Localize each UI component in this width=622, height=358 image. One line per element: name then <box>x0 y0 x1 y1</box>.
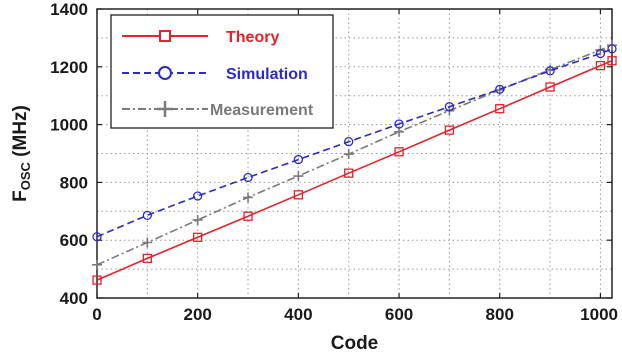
data-point-circle <box>344 137 354 147</box>
data-point-circle <box>243 172 253 183</box>
legend-marker-square <box>159 30 171 42</box>
data-point-square <box>545 82 555 92</box>
data-point-square <box>344 168 354 178</box>
data-point-circle <box>142 210 152 220</box>
data-point-plus <box>192 214 203 225</box>
y-tick-label: 400 <box>60 289 88 308</box>
y-tick-label: 1000 <box>50 116 88 135</box>
series-layer <box>92 40 617 285</box>
legend-box <box>110 14 334 129</box>
series-line <box>96 44 613 266</box>
x-tick-label: 200 <box>183 305 211 324</box>
x-tick-label: 0 <box>92 305 101 324</box>
y-tick-label: 800 <box>60 173 88 192</box>
data-point-circle <box>293 154 304 165</box>
data-point-plus <box>293 171 304 182</box>
x-axis-title: Code <box>331 333 379 354</box>
x-tick-label: 400 <box>284 305 312 324</box>
data-point-square <box>293 190 304 200</box>
data-point-circle <box>607 44 617 54</box>
data-point-circle <box>92 232 102 242</box>
y-tick-label: 600 <box>60 231 88 250</box>
legend: Theory Simulation Measurement <box>110 14 334 129</box>
legend-label-simulation: Simulation <box>226 66 308 83</box>
x-tick-label: 800 <box>486 305 514 324</box>
y-axis-title: FOSC (MHz) <box>10 105 33 202</box>
legend-label-measurement: Measurement <box>210 102 314 119</box>
legend-marker-circle <box>158 66 172 80</box>
data-point-circle <box>595 48 606 59</box>
data-point-square <box>92 275 102 285</box>
data-point-circle <box>193 191 203 201</box>
axis-ticks <box>96 8 612 299</box>
data-point-square <box>595 60 606 71</box>
y-tick-label: 1200 <box>50 58 88 77</box>
data-point-square <box>142 253 152 264</box>
data-point-circle <box>444 102 455 112</box>
x-axis-tick-labels: 0 200 400 600 800 1000 <box>92 305 618 324</box>
series-line <box>96 59 613 281</box>
data-point-circle <box>495 84 505 94</box>
y-axis-title-unit: (MHz) <box>10 105 31 162</box>
data-point-circle <box>545 66 555 76</box>
legend-label-theory: Theory <box>226 29 279 46</box>
data-point-plus <box>243 192 254 203</box>
y-axis-tick-labels: 400 600 800 1000 1200 1400 <box>50 0 88 308</box>
x-tick-label: 600 <box>385 305 413 324</box>
plot-area <box>96 8 613 299</box>
data-point-circle <box>394 119 404 129</box>
data-point-square <box>607 56 617 66</box>
data-point-square <box>243 211 253 221</box>
series-line <box>96 48 613 238</box>
data-point-square <box>193 232 203 242</box>
grid <box>97 9 612 298</box>
data-point-square <box>394 147 404 157</box>
legend-marker-plus <box>157 101 173 117</box>
data-point-square <box>495 104 505 114</box>
data-point-plus <box>142 237 153 248</box>
series-simulation <box>92 44 617 242</box>
x-tick-label: 1000 <box>580 305 618 324</box>
y-axis-title-main: F <box>10 190 31 202</box>
data-point-plus <box>92 259 102 270</box>
y-axis-title-subscript: OSC <box>18 161 33 190</box>
series-theory <box>92 56 617 285</box>
y-tick-label: 1400 <box>50 0 88 19</box>
data-point-plus <box>343 149 354 160</box>
data-point-square <box>444 125 455 135</box>
